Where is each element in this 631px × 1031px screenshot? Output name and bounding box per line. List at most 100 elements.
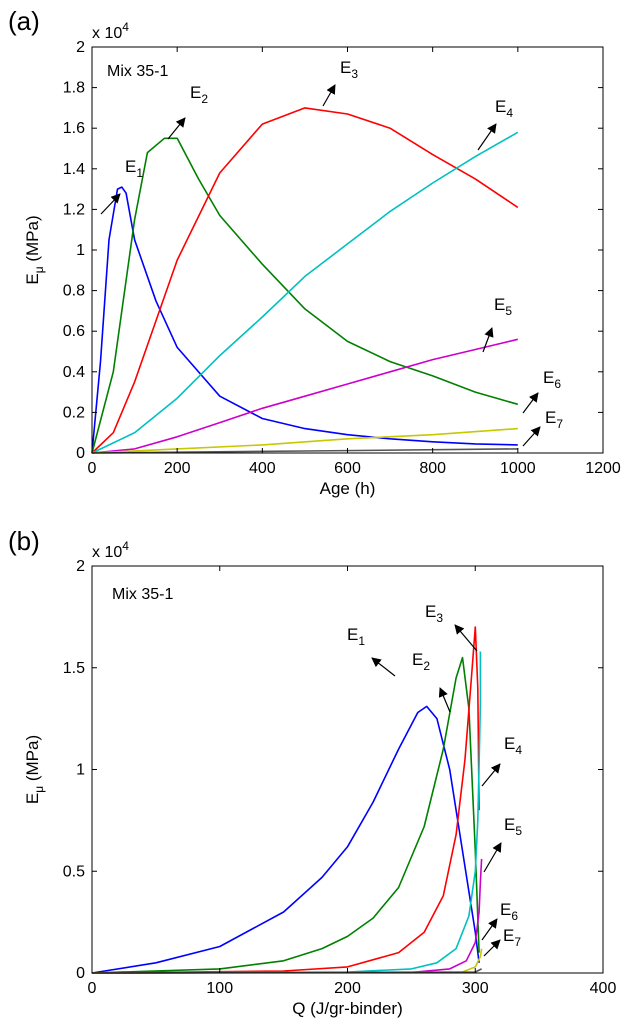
series-label-main: E: [347, 625, 358, 644]
panel-label: (b): [8, 526, 40, 556]
panel-label: (a): [8, 6, 40, 36]
y-axis-label-subscript: μ: [32, 786, 46, 793]
x-tick-label: 200: [164, 460, 191, 477]
series-line-e6: [91, 427, 518, 454]
series-arrow-e1: [100, 193, 121, 215]
y-tick-label: 2: [76, 558, 85, 575]
series-line-e5: [91, 858, 483, 974]
series-label-main: E: [340, 58, 351, 77]
y-multiplier-exponent: 4: [122, 20, 129, 34]
series-arrow-e6: [481, 918, 498, 941]
y-axis-label-unit: (MPa): [23, 215, 42, 266]
series-arrow-e1: [371, 657, 396, 677]
y-multiplier: x 104: [92, 20, 129, 42]
series-label-subscript: 5: [515, 824, 522, 838]
series-line-e4: [91, 651, 482, 974]
x-tick-label: 800: [419, 460, 446, 477]
mix-annotation: Mix 35-1: [107, 63, 168, 80]
series-arrow-e2: [438, 687, 451, 713]
series-label-subscript: 6: [554, 377, 561, 391]
series-label-e1: E1: [125, 157, 143, 180]
series-label-main: E: [543, 368, 554, 387]
series-label-e6: E6: [543, 368, 561, 391]
x-tick-label: 1200: [585, 460, 621, 477]
series-label-e2: E2: [190, 83, 208, 106]
series-label-subscript: 3: [436, 611, 443, 625]
y-multiplier-base: x 10: [92, 25, 122, 42]
series-label-main: E: [190, 83, 201, 102]
series-label-subscript: 7: [514, 935, 521, 949]
y-tick-label: 1.5: [63, 660, 85, 677]
series-arrow-e4: [481, 763, 501, 787]
y-tick-label: 1.2: [63, 201, 85, 218]
mix-annotation: Mix 35-1: [112, 586, 173, 603]
series-line-e6: [91, 948, 483, 974]
y-axis-label: Eμ (MPa): [23, 735, 46, 804]
series-label-e4: E4: [504, 734, 522, 757]
series-label-e6: E6: [500, 900, 518, 923]
y-multiplier: x 104: [92, 539, 129, 561]
x-tick-label: 300: [462, 980, 489, 997]
series-label-subscript: 4: [515, 743, 522, 757]
series-arrow-e5: [483, 842, 502, 873]
series-arrow-e3: [454, 624, 478, 652]
series-label-subscript: 5: [505, 304, 512, 318]
x-tick-label: 0: [88, 980, 97, 997]
series-label-main: E: [412, 650, 423, 669]
x-tick-label: 1000: [500, 460, 536, 477]
series-label-e7: E7: [503, 926, 521, 949]
series-label-subscript: 2: [201, 92, 208, 106]
y-axis-label-subscript: μ: [32, 266, 46, 273]
series-arrow-e7: [483, 939, 501, 957]
x-tick-label: 400: [590, 980, 617, 997]
series-label-e2: E2: [412, 650, 430, 673]
series-label-subscript: 1: [358, 634, 365, 648]
y-axis-label-main: E: [23, 793, 42, 804]
series-label-main: E: [504, 734, 515, 753]
y-tick-label: 0.8: [63, 283, 85, 300]
series-label-main: E: [425, 602, 436, 621]
series-line-e4: [91, 131, 519, 454]
x-tick-label: 100: [206, 980, 233, 997]
series-line-e1: [91, 705, 480, 974]
y-tick-label: 1: [76, 242, 85, 259]
series-label-main: E: [500, 900, 511, 919]
x-axis-label: Q (J/gr-binder): [292, 999, 403, 1018]
series-line-e1: [91, 186, 518, 454]
series-line-e2: [91, 137, 519, 454]
y-tick-label: 0.5: [63, 863, 85, 880]
series-line-e7: [91, 448, 518, 454]
x-tick-label: 200: [334, 980, 361, 997]
series-label-main: E: [504, 815, 515, 834]
y-axis-label: Eμ (MPa): [23, 215, 46, 284]
y-tick-label: 1.4: [63, 161, 85, 178]
series-label-main: E: [125, 157, 136, 176]
series-line-e3: [91, 107, 519, 454]
x-tick-label: 400: [249, 460, 276, 477]
series-label-subscript: 1: [136, 166, 143, 180]
y-tick-label: 2: [76, 39, 85, 56]
y-multiplier-exponent: 4: [122, 539, 129, 553]
series-arrow-e4: [477, 123, 497, 151]
series-label-e5: E5: [504, 815, 522, 838]
y-axis-label-unit: (MPa): [23, 735, 42, 786]
series-label-e3: E3: [340, 58, 358, 81]
series-label-subscript: 2: [423, 659, 430, 673]
series-arrow-e7: [522, 426, 541, 447]
x-tick-label: 600: [334, 460, 361, 477]
series-line-e2: [91, 656, 480, 974]
series-label-subscript: 6: [511, 909, 518, 923]
series-label-e1: E1: [347, 625, 365, 648]
series-label-main: E: [503, 926, 514, 945]
y-multiplier-base: x 10: [92, 544, 122, 561]
series-line-e3: [91, 626, 480, 974]
x-axis-label: Age (h): [320, 479, 376, 498]
series-arrow-e2: [167, 117, 186, 140]
series-label-e7: E7: [545, 408, 563, 431]
x-tick-label: 0: [88, 460, 97, 477]
series-label-subscript: 7: [556, 417, 563, 431]
series-label-subscript: 3: [351, 67, 358, 81]
y-axis-label-main: E: [23, 273, 42, 284]
series-label-main: E: [494, 295, 505, 314]
